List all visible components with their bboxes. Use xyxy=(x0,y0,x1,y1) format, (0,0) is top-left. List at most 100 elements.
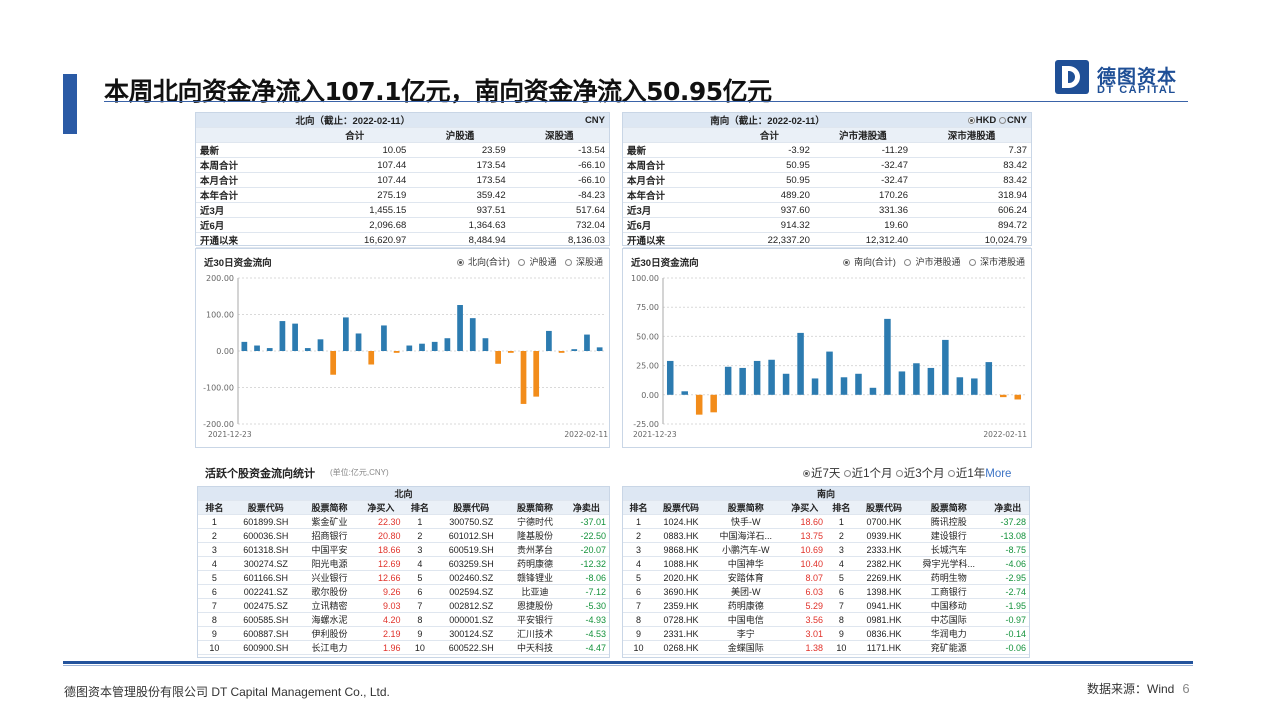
cell-r: 1 xyxy=(623,514,654,530)
cell-r: 2 xyxy=(623,528,654,544)
table-row[interactable]: 3 9868.HK 小鹏汽车-W 10.69 3 2333.HK 长城汽车 -8.75 xyxy=(623,542,1029,558)
x-tick-label: 2021-12-23 xyxy=(208,430,252,439)
cell-r: 5 xyxy=(198,570,231,586)
period-7d[interactable]: 近7天 xyxy=(803,468,840,480)
radio-cny-icon[interactable] xyxy=(998,116,1006,124)
table-row: 最新 -3.92 -11.29 7.37 xyxy=(623,142,1031,159)
cell-value: 83.42 xyxy=(912,172,1031,189)
table-row[interactable]: 1 1024.HK 快手-W 18.60 1 0700.HK 腾讯控股 -37.28 xyxy=(623,514,1029,530)
cell-r2: 5 xyxy=(825,570,857,586)
col-header: 排名 xyxy=(623,500,654,516)
legend-option[interactable]: 南向(合计) xyxy=(840,257,896,267)
south-active-header: 南向 xyxy=(623,487,1029,502)
period-1m[interactable]: 近1个月 xyxy=(843,468,893,480)
logo-text-cn: 德图资本 xyxy=(1097,66,1178,88)
cell-name: 招商银行 xyxy=(300,528,359,544)
cell-sell: -20.07 xyxy=(563,542,609,558)
currency-hkd-label: HKD xyxy=(975,114,997,126)
legend-option[interactable]: 北向(合计) xyxy=(454,257,510,267)
cell-buy: 20.80 xyxy=(358,528,404,544)
period-3m[interactable]: 近3个月 xyxy=(895,468,945,480)
cell-value: 170.26 xyxy=(813,187,912,204)
col-header: 沪股通 xyxy=(410,127,510,144)
table-row[interactable]: 4 300274.SZ 阳光电源 12.69 4 603259.SH 药明康德 -12.32 xyxy=(198,556,609,572)
cell-buy: 10.69 xyxy=(783,542,826,558)
table-row[interactable]: 10 600900.SH 长江电力 1.96 10 600522.SH 中天科技 -4.47 xyxy=(198,640,609,656)
radio-hkd-icon[interactable] xyxy=(967,116,975,124)
cell-r2: 1 xyxy=(403,514,437,530)
table-row[interactable]: 2 600036.SH 招商银行 20.80 2 601012.SH 隆基股份 -22.50 xyxy=(198,528,609,544)
cell-value: 914.32 xyxy=(725,217,814,234)
table-row[interactable]: 5 2020.HK 安踏体育 8.07 5 2269.HK 药明生物 -2.95 xyxy=(623,570,1029,586)
row-label: 本周合计 xyxy=(623,157,725,174)
cell-sell: -22.50 xyxy=(563,528,609,544)
x-tick-label: 2022-02-11 xyxy=(564,430,608,439)
more-link[interactable]: More xyxy=(985,468,1012,480)
table-row[interactable]: 4 1088.HK 中国神华 10.40 4 2382.HK 舜宇光学科... -4.06 xyxy=(623,556,1029,572)
col-header: 排名 xyxy=(198,500,231,516)
cell-buy: 3.01 xyxy=(783,626,826,642)
legend-option[interactable]: 深股通 xyxy=(562,257,603,267)
bar xyxy=(317,339,324,351)
cell-sell: -8.06 xyxy=(563,570,609,586)
table-row[interactable]: 7 2359.HK 药明康德 5.29 7 0941.HK 中国移动 -1.95 xyxy=(623,598,1029,614)
table-row[interactable]: 5 601166.SH 兴业银行 12.66 5 002460.SZ 赣锋锂业 -8.06 xyxy=(198,570,609,586)
south-active-table: 南向 排名 股票代码 股票简称 净买入 排名 股票代码 股票简称 净卖出 1 10… xyxy=(623,487,1029,656)
bar xyxy=(971,378,978,395)
table-row[interactable]: 9 2331.HK 李宁 3.01 9 0836.HK 华润电力 -0.14 xyxy=(623,626,1029,642)
cell-value: 275.19 xyxy=(299,187,411,204)
table-row[interactable]: 3 601318.SH 中国平安 18.66 3 600519.SH 贵州茅台 -20.07 xyxy=(198,542,609,558)
cell-name2: 贵州茅台 xyxy=(506,542,564,558)
legend-option[interactable]: 沪市港股通 xyxy=(901,257,960,267)
y-tick-label: -200.00 xyxy=(203,420,234,429)
table-row[interactable]: 7 002475.SZ 立讯精密 9.03 7 002812.SZ 恩捷股份 -5.30 xyxy=(198,598,609,614)
cell-code: 601899.SH xyxy=(230,514,301,530)
table-row[interactable]: 10 0268.HK 金蝶国际 1.38 10 1171.HK 兖矿能源 -0.06 xyxy=(623,640,1029,656)
col-header: 排名 xyxy=(825,500,857,516)
table-row[interactable]: 8 600585.SH 海螺水泥 4.20 8 000001.SZ 平安银行 -4.93 xyxy=(198,612,609,628)
cell-r: 5 xyxy=(623,570,654,586)
y-tick-label: 100.00 xyxy=(206,311,234,320)
legend-option[interactable]: 沪股通 xyxy=(515,257,556,267)
cell-sell: -0.97 xyxy=(986,612,1029,628)
bar xyxy=(393,351,400,353)
south-table-header: 南向（截止：2022-02-11） xyxy=(623,113,912,129)
cell-name2: 中芯国际 xyxy=(911,612,987,628)
radio-off-icon xyxy=(904,259,912,267)
cell-value: 2,096.68 xyxy=(299,217,411,234)
cell-code: 601318.SH xyxy=(230,542,301,558)
title-accent-bar xyxy=(63,74,77,134)
col-header: 股票代码 xyxy=(856,500,912,516)
table-row[interactable]: 2 0883.HK 中国海洋石... 13.75 2 0939.HK 建设银行 -13.08 xyxy=(623,528,1029,544)
bar xyxy=(927,367,935,395)
legend-option[interactable]: 深市港股通 xyxy=(966,257,1025,267)
bar xyxy=(558,351,565,353)
table-row[interactable]: 8 0728.HK 中国电信 3.56 8 0981.HK 中芯国际 -0.97 xyxy=(623,612,1029,628)
active-stocks-unit: (单位:亿元,CNY) xyxy=(330,468,389,477)
cell-value: 107.44 xyxy=(299,157,411,174)
table-row[interactable]: 9 600887.SH 伊利股份 2.19 9 300124.SZ 汇川技术 -4.53 xyxy=(198,626,609,642)
cell-code: 600900.SH xyxy=(230,640,301,656)
cell-code2: 600522.SH xyxy=(436,640,507,656)
cell-value: 10,024.79 xyxy=(912,232,1031,249)
cell-r: 1 xyxy=(198,514,231,530)
currency-toggle[interactable]: HKD CNY xyxy=(912,113,1031,129)
south-summary-table: 南向（截止：2022-02-11） HKD CNY 合计 沪市港股通 深市港股通… xyxy=(623,113,1031,249)
cell-r2: 9 xyxy=(825,626,857,642)
cell-r: 8 xyxy=(198,612,231,628)
north-flow-chart: 近30日资金流向 北向(合计) 沪股通 深股通 200.00 100.00 0.00… xyxy=(195,248,610,448)
cell-code2: 0836.HK xyxy=(856,626,912,642)
table-row[interactable]: 6 002241.SZ 歌尔股份 9.26 6 002594.SZ 比亚迪 -7.12 xyxy=(198,584,609,600)
cell-value: 173.54 xyxy=(410,157,510,174)
chart-title: 近30日资金流向 xyxy=(204,258,272,269)
y-tick-label: 50.00 xyxy=(636,332,659,341)
bar xyxy=(942,339,949,395)
table-row[interactable]: 6 3690.HK 美团-W 6.03 6 1398.HK 工商银行 -2.74 xyxy=(623,584,1029,600)
cell-r: 2 xyxy=(198,528,231,544)
table-row[interactable]: 1 601899.SH 紫金矿业 22.30 1 300750.SZ 宁德时代 -37.01 xyxy=(198,514,609,530)
cell-r: 10 xyxy=(623,640,654,656)
radio-off-icon xyxy=(518,259,526,267)
cell-name2: 比亚迪 xyxy=(506,584,564,600)
period-1y[interactable]: 近1年 xyxy=(947,468,985,480)
bar xyxy=(444,338,451,351)
